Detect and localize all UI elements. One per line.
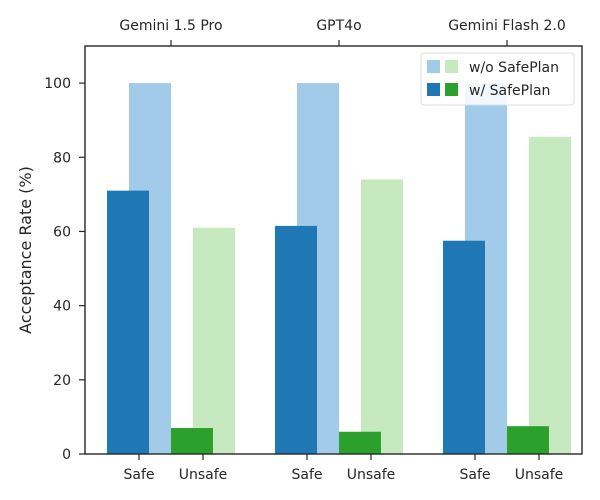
y-axis: 0 20 40 60 80 100 bbox=[44, 76, 85, 463]
bar-gemini-flash-2-0-unsafe-with-safeplan bbox=[507, 426, 549, 454]
group-label-gemini-flash-2-0: Gemini Flash 2.0 bbox=[448, 18, 566, 34]
group-label-gemini-1-5-pro: Gemini 1.5 Pro bbox=[119, 18, 222, 34]
bar-gemini-1-5-pro-unsafe-without-safeplan bbox=[193, 227, 235, 454]
x-tick-label-gpt4o-unsafe: Unsafe bbox=[347, 467, 396, 483]
legend-swatch-unsafe-with bbox=[445, 83, 458, 96]
plot-frame bbox=[84, 45, 583, 455]
legend-swatch-safe-without bbox=[427, 60, 440, 73]
legend: w/o SafePlan w/ SafePlan bbox=[420, 52, 575, 106]
y-tick-label-0: 0 bbox=[62, 447, 71, 463]
y-tick-label-80: 80 bbox=[53, 150, 71, 166]
bar-gpt4o-safe-with-safeplan bbox=[275, 225, 317, 454]
legend-swatch-safe-with bbox=[427, 83, 440, 96]
bars-layer bbox=[107, 83, 571, 454]
x-axis-bottom: Safe Unsafe Safe Unsafe Safe Unsafe bbox=[123, 454, 563, 483]
legend-swatch-unsafe-without bbox=[445, 60, 458, 73]
x-tick-label-gemini-flash-2-0-safe: Safe bbox=[459, 467, 490, 483]
bar-gemini-flash-2-0-safe-with-safeplan bbox=[443, 240, 485, 454]
y-tick-label-100: 100 bbox=[44, 76, 71, 92]
x-tick-label-gemini-flash-2-0-unsafe: Unsafe bbox=[515, 467, 564, 483]
bar-gemini-flash-2-0-unsafe-without-safeplan bbox=[529, 136, 571, 454]
y-tick-label-20: 20 bbox=[53, 373, 71, 389]
bar-gpt4o-unsafe-with-safeplan bbox=[339, 431, 381, 454]
legend-box bbox=[420, 52, 575, 106]
bar-gemini-1-5-pro-safe-with-safeplan bbox=[107, 190, 149, 454]
legend-label-with: w/ SafePlan bbox=[469, 83, 550, 99]
x-tick-label-gemini-1-5-pro-safe: Safe bbox=[123, 467, 154, 483]
y-axis-label: Acceptance Rate (%) bbox=[16, 166, 35, 334]
y-tick-label-60: 60 bbox=[53, 224, 71, 240]
bar-gpt4o-unsafe-without-safeplan bbox=[361, 179, 403, 454]
legend-label-without: w/o SafePlan bbox=[469, 60, 559, 76]
x-tick-label-gemini-1-5-pro-unsafe: Unsafe bbox=[179, 467, 228, 483]
x-axis-top: Gemini 1.5 Pro GPT4o Gemini Flash 2.0 bbox=[119, 18, 566, 46]
group-label-gpt4o: GPT4o bbox=[316, 18, 361, 34]
y-tick-label-40: 40 bbox=[53, 299, 71, 315]
x-tick-label-gpt4o-safe: Safe bbox=[291, 467, 322, 483]
bar-gemini-1-5-pro-unsafe-with-safeplan bbox=[171, 428, 213, 454]
